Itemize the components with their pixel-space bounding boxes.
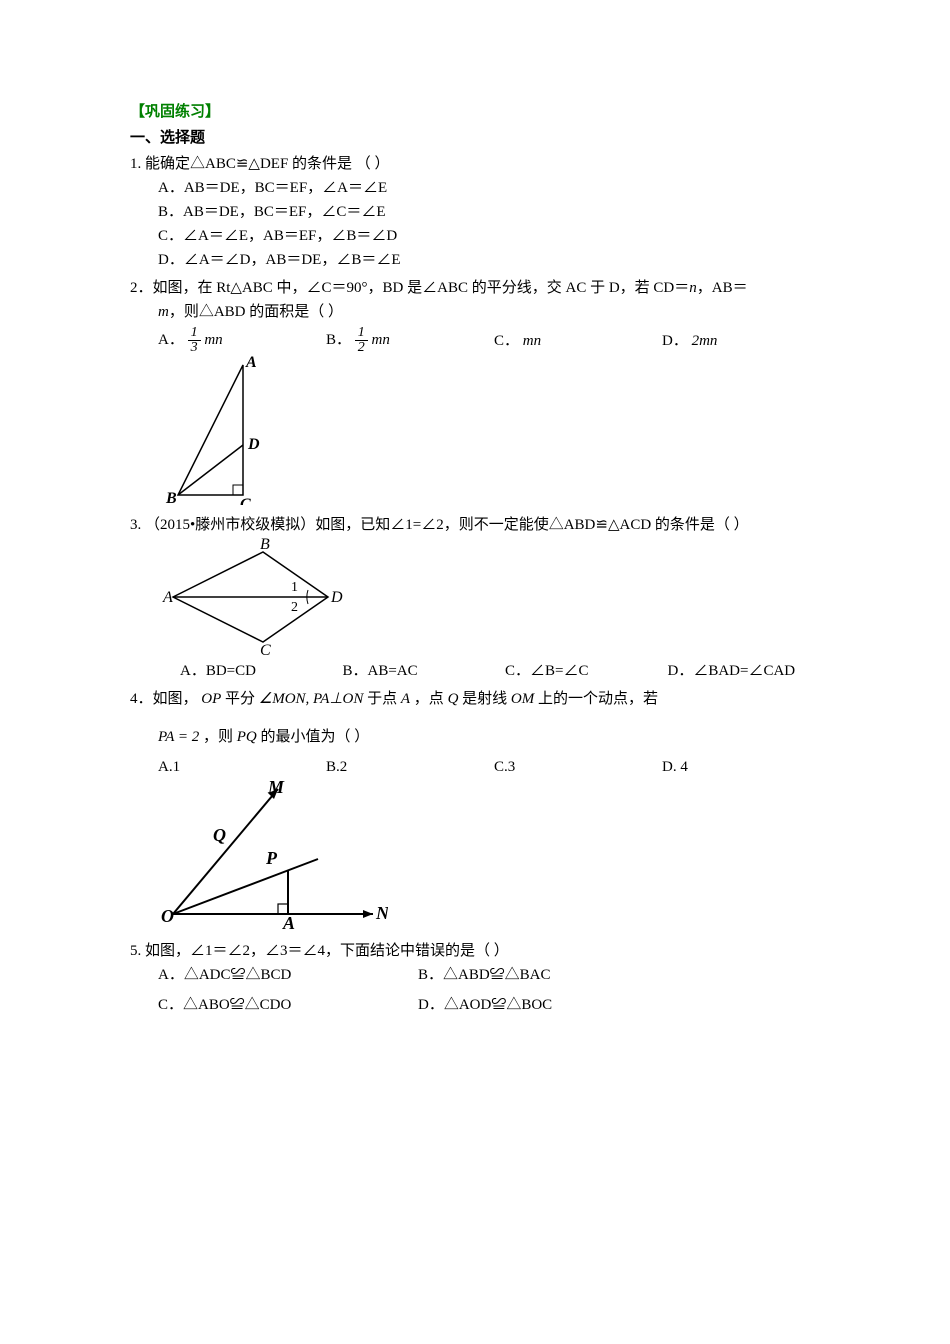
q2-stem-a: 2．如图，在 Rt△ABC 中，∠C＝90°，BD 是∠ABC 的平分线，交 A…	[130, 280, 689, 296]
svg-text:D: D	[330, 589, 343, 606]
q4-stem-line2: PA = 2 ，则 PQ 的最小值为（ ）	[130, 725, 830, 749]
q2-stem-b: ，AB＝	[697, 280, 748, 296]
question-1: 1. 能确定△ABC≌△DEF 的条件是 （ ） A．AB＝DE，BC＝EF，∠…	[130, 152, 830, 272]
q4-s-g: ，点	[414, 691, 444, 707]
question-5: 5. 如图，∠1＝∠2，∠3＝∠4，下面结论中错误的是（ ） A．△ADC≌△B…	[130, 939, 830, 1017]
svg-text:B: B	[165, 490, 177, 505]
q3-option-d: D．∠BAD=∠CAD	[668, 659, 831, 683]
q2-d-math: 2mn	[692, 333, 718, 349]
q2-stem: 2．如图，在 Rt△ABC 中，∠C＝90°，BD 是∠ABC 的平分线，交 A…	[130, 276, 830, 300]
q3-option-b: B．AB=AC	[343, 659, 506, 683]
question-3: 3. （2015•滕州市校级模拟）如图，已知∠1=∠2，则不一定能使△ABD≌△…	[130, 513, 830, 683]
q5-option-d: D．△AOD≌△BOC	[418, 993, 552, 1017]
q4-s-j: OM	[511, 691, 534, 707]
q2-option-b: B． 12 mn	[326, 326, 494, 355]
q4-s-o: 的最小值为（ ）	[261, 729, 370, 745]
q2-figure: A D B C	[130, 355, 830, 505]
q4-s-e: 于点	[367, 691, 397, 707]
q2-d-prefix: D．	[662, 333, 688, 349]
q5-options-row1: A．△ADC≌△BCD B．△ABD≌△BAC	[130, 963, 830, 987]
q1-option-a: A．AB＝DE，BC＝EF，∠A＝∠E	[130, 176, 830, 200]
svg-text:C: C	[260, 642, 271, 657]
q2-c-math: mn	[523, 333, 541, 349]
q2-var-n: n	[689, 280, 697, 296]
q4-option-d: D. 4	[662, 755, 830, 779]
q3-option-a: A．BD=CD	[180, 659, 343, 683]
q2-a-prefix: A．	[158, 332, 184, 348]
q3-stem: 3. （2015•滕州市校级模拟）如图，已知∠1=∠2，则不一定能使△ABD≌△…	[130, 513, 830, 537]
q4-s-b: OP	[201, 691, 221, 707]
q2-option-d: D． 2mn	[662, 329, 830, 353]
q5-options-row2: C．△ABO≌△CDO D．△AOD≌△BOC	[130, 993, 830, 1017]
q1-option-c: C．∠A＝∠E，AB＝EF，∠B＝∠D	[130, 224, 830, 248]
question-4: 4．如图， OP 平分 ∠MON, PA⊥ON 于点 A ，点 Q 是射线 OM…	[130, 687, 830, 929]
q5-stem: 5. 如图，∠1＝∠2，∠3＝∠4，下面结论中错误的是（ ）	[130, 939, 830, 963]
q1-option-d: D．∠A＝∠D，AB＝DE，∠B＝∠E	[130, 248, 830, 272]
q3-figure: A B C D 1 2	[130, 537, 830, 657]
q2-b-math: mn	[372, 332, 390, 348]
q1-stem: 1. 能确定△ABC≌△DEF 的条件是 （ ）	[130, 152, 830, 176]
svg-text:A: A	[245, 355, 257, 371]
q2-stem-line2: m，则△ABD 的面积是（ ）	[130, 300, 830, 324]
q4-s-c: 平分	[225, 691, 255, 707]
q2-a-math: mn	[204, 332, 222, 348]
q2-options: A． 13 mn B． 12 mn C． mn D． 2mn	[130, 326, 830, 355]
q5-option-b: B．△ABD≌△BAC	[418, 963, 551, 987]
svg-text:M: M	[267, 779, 285, 797]
q4-option-a: A.1	[158, 755, 326, 779]
q4-s-n: PQ	[237, 729, 257, 745]
svg-text:D: D	[247, 436, 260, 453]
q5-option-a: A．△ADC≌△BCD	[158, 963, 418, 987]
q4-s-f: A	[401, 691, 410, 707]
q2-var-m: m	[158, 304, 169, 320]
q4-s-d: ∠MON, PA⊥ON	[259, 691, 364, 707]
q4-s-h: Q	[448, 691, 459, 707]
svg-text:Q: Q	[213, 825, 226, 845]
q4-s-m: ，则	[203, 729, 233, 745]
svg-text:B: B	[260, 537, 270, 553]
q4-options: A.1 B.2 C.3 D. 4	[130, 755, 830, 779]
practice-header: 【巩固练习】	[130, 100, 830, 124]
svg-text:2: 2	[291, 600, 298, 615]
q3-options: A．BD=CD B．AB=AC C．∠B=∠C D．∠BAD=∠CAD	[130, 659, 830, 683]
q4-s-l: PA = 2	[158, 729, 199, 745]
q4-option-b: B.2	[326, 755, 494, 779]
q2-stem-c: ，则△ABD 的面积是（ ）	[169, 304, 343, 320]
svg-text:1: 1	[291, 580, 298, 595]
question-2: 2．如图，在 Rt△ABC 中，∠C＝90°，BD 是∠ABC 的平分线，交 A…	[130, 276, 830, 505]
svg-text:N: N	[375, 903, 388, 923]
q4-s-a: 4．如图，	[130, 691, 198, 707]
svg-text:A: A	[162, 589, 173, 606]
q2-option-a: A． 13 mn	[158, 326, 326, 355]
q5-option-c: C．△ABO≌△CDO	[158, 993, 418, 1017]
q4-s-i: 是射线	[462, 691, 507, 707]
q4-option-c: C.3	[494, 755, 662, 779]
section-heading: 一、选择题	[130, 126, 830, 150]
svg-text:A: A	[282, 913, 295, 929]
q2-c-prefix: C．	[494, 333, 519, 349]
q3-option-c: C．∠B=∠C	[505, 659, 668, 683]
q4-figure: M Q P O A N	[130, 779, 830, 929]
svg-text:P: P	[265, 848, 278, 868]
q4-stem-line1: 4．如图， OP 平分 ∠MON, PA⊥ON 于点 A ，点 Q 是射线 OM…	[130, 687, 830, 711]
q2-b-prefix: B．	[326, 332, 351, 348]
q2-option-c: C． mn	[494, 329, 662, 353]
svg-text:C: C	[240, 496, 251, 505]
svg-text:O: O	[161, 906, 174, 926]
q4-s-k: 上的一个动点，若	[538, 691, 658, 707]
q1-option-b: B．AB＝DE，BC＝EF，∠C＝∠E	[130, 200, 830, 224]
